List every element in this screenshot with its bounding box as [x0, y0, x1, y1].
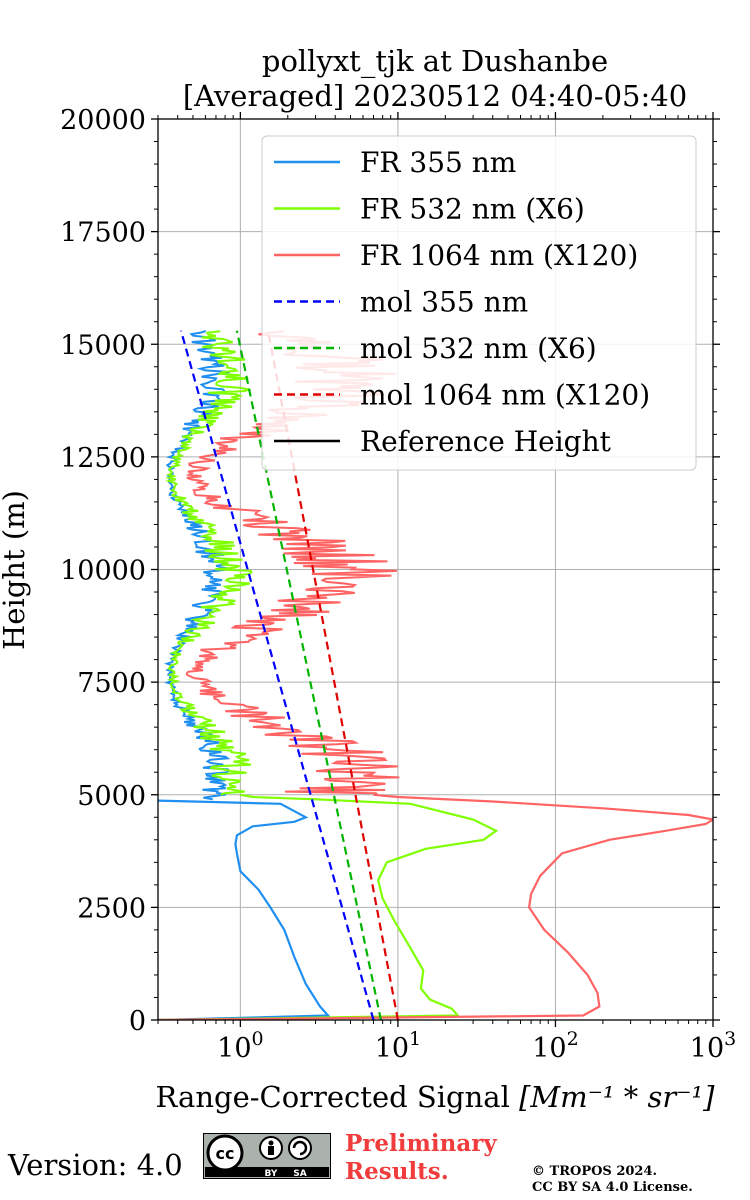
axis-ticks [151, 112, 720, 1027]
svg-text:BY: BY [265, 1169, 278, 1179]
noisy-signal-line [164, 330, 253, 796]
y-axis-label: Height (m) [0, 490, 31, 650]
lidar-profile-chart: 100 101 102 103 0 2500 5000 7500 10000 12500 15000… [0, 44, 736, 1114]
preliminary-line2: Results. [345, 1158, 449, 1185]
series-line [235, 330, 382, 1020]
version-text: Version: 4.0 [8, 1148, 183, 1182]
svg-text:cc: cc [216, 1144, 235, 1163]
legend-label: mol 1064 nm (X120) [360, 379, 650, 412]
x-axis-label-units: [Mm⁻¹ * sr⁻¹] [519, 1080, 715, 1114]
x-tick-label: 103 [690, 1028, 736, 1064]
noisy-signal-line [163, 330, 232, 801]
legend-box [261, 135, 697, 471]
x-axis-label: Range-Corrected Signal [Mm⁻¹ * sr⁻¹] [156, 1080, 716, 1114]
copyright-line1: © TROPOS 2024. [532, 1164, 658, 1179]
y-tick-label: 7500 [77, 668, 146, 699]
x-tick-label: 101 [375, 1028, 421, 1064]
cc-icon [206, 1134, 244, 1172]
y-tick-label: 2500 [77, 893, 146, 924]
y-tick-label: 10000 [60, 556, 146, 587]
series-line [158, 799, 331, 1020]
y-tick-label: 5000 [77, 781, 146, 812]
series-line [158, 793, 713, 1020]
preliminary-results-note: Preliminary Results. [345, 1130, 497, 1186]
y-tick-label: 12500 [60, 443, 146, 474]
plot-lines [158, 330, 713, 1020]
svg-text:SA: SA [293, 1169, 306, 1179]
x-tick-label: 102 [532, 1028, 578, 1064]
y-tick-label: 0 [129, 1006, 146, 1037]
chart-title-line2: [Averaged] 20230512 04:40-05:40 [183, 79, 687, 113]
legend-label: mol 532 nm (X6) [360, 332, 597, 365]
x-tick-label: 100 [217, 1028, 263, 1064]
y-tick-label: 20000 [60, 105, 146, 136]
legend-label: FR 355 nm [360, 146, 516, 179]
sa-icon [288, 1136, 312, 1160]
legend-label: mol 355 nm [360, 286, 528, 319]
tick-labels: 100 101 102 103 0 2500 5000 7500 10000 12500 15000… [60, 105, 736, 1064]
copyright-note: © TROPOS 2024. CC BY SA 4.0 License. [532, 1164, 693, 1196]
x-axis-label-text: Range-Corrected Signal [156, 1080, 520, 1114]
series-line [158, 793, 499, 1020]
legend-label: Reference Height [360, 425, 612, 458]
preliminary-line1: Preliminary [345, 1130, 497, 1157]
y-tick-label: 15000 [60, 330, 146, 361]
copyright-line2: CC BY SA 4.0 License. [532, 1180, 693, 1195]
legend: FR 355 nm FR 532 nm (X6) FR 1064 nm (X120)… [261, 135, 697, 471]
cc-by-sa-badge: cc BY SA [203, 1133, 331, 1179]
series-line [179, 330, 375, 1020]
legend-label: FR 1064 nm (X120) [360, 239, 638, 272]
y-tick-label: 17500 [60, 218, 146, 249]
chart-title-line1: pollyxt_tjk at Dushanbe [262, 44, 608, 79]
legend-label: FR 532 nm (X6) [360, 193, 585, 226]
